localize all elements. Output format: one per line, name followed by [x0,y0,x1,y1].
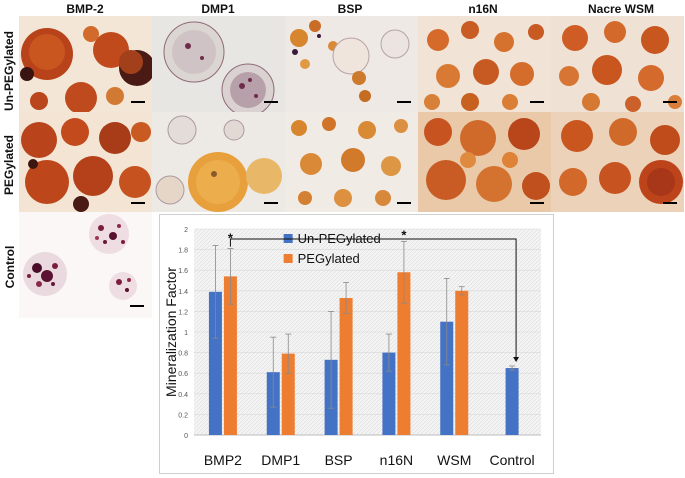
micrograph-bmp2-pegylated [19,112,152,212]
column-header-dmp1: DMP1 [201,2,235,16]
x-category-label: WSM [437,452,471,468]
significance-bracket [229,238,517,360]
scale-bar [130,305,144,307]
micrograph-nacre-wsm-un-pegylated [551,16,684,112]
scale-bar [663,101,677,103]
column-header-bsp: BSP [337,2,363,16]
bar-control-un-pegylated [505,368,519,435]
micrograph-control [19,212,152,318]
y-tick-label: 2 [184,227,188,234]
micrograph-bmp2-un-pegylated [19,16,152,112]
significance-marker: * [401,227,407,242]
y-tick-label: 1.8 [178,248,188,255]
y-tick-label: 0.6 [178,371,188,378]
y-tick-label: 0.8 [178,351,188,358]
bar-bsp-pegylated [339,298,353,435]
bar-bmp2-pegylated [223,276,237,435]
x-category-label: BMP2 [204,452,242,468]
bar-n16n-un-pegylated [382,352,396,435]
bracket-arrowhead [513,356,520,362]
row-header-un-pegylated: Un-PEGylated [2,31,16,112]
scale-bar [264,101,278,103]
scale-bar [663,202,677,204]
scale-bar [530,101,544,103]
row-header-control: Control [3,245,17,289]
mineralization-chart: 0 0.2 0.4 0.6 0.8 1 1.2 1.4 1.6 1.8 2 BMP2 DMP1 BSP n… [159,214,554,474]
scale-bar [131,101,145,103]
legend-label: PEGylated [298,251,360,266]
bar-wsm-pegylated [455,290,469,435]
y-tick-label: 1.2 [178,309,188,316]
bar-n16n-pegylated [397,272,411,435]
y-tick-label: 1.4 [178,289,188,296]
x-category-label: n16N [380,452,413,468]
mineralization-bar-chart: 0 0.2 0.4 0.6 0.8 1 1.2 1.4 1.6 1.8 2 BMP2 DMP1 BSP n… [163,227,541,468]
row-header-pegylated: PEGylated [2,134,16,196]
x-category-label: BSP [325,452,353,468]
bar-bmp2-un-pegylated [208,291,222,435]
micrograph-nacre-wsm-pegylated [551,112,684,212]
micrograph-bsp-pegylated [285,112,418,212]
micrograph-n16n-pegylated [418,112,551,212]
y-axis-label: Mineralization Factor [163,267,179,397]
y-tick-label: 1.6 [178,268,188,275]
column-header-n16n: n16N [468,2,498,16]
y-tick-label: 1 [184,330,188,337]
x-category-label: DMP1 [261,452,300,468]
scale-bar [397,202,411,204]
scale-bar [131,202,145,204]
column-header-nacre-wsm: Nacre WSM [587,2,655,16]
micrograph-n16n-un-pegylated [418,16,551,112]
scale-bar [264,202,278,204]
y-tick-label: 0 [184,433,188,440]
scale-bar [397,101,411,103]
scale-bar [530,202,544,204]
micrograph-dmp1-un-pegylated [152,16,285,112]
y-tick-label: 0.4 [178,392,188,399]
micrograph-bsp-un-pegylated [285,16,418,112]
legend-swatch [283,254,293,263]
bar-wsm-un-pegylated [440,321,454,435]
micrograph-dmp1-pegylated [152,112,285,212]
x-category-label: Control [490,452,535,468]
significance-marker: * [228,231,234,246]
column-header-bmp2: BMP-2 [66,2,104,16]
y-tick-label: 0.2 [178,412,188,419]
bar-dmp1-pegylated [281,353,295,435]
